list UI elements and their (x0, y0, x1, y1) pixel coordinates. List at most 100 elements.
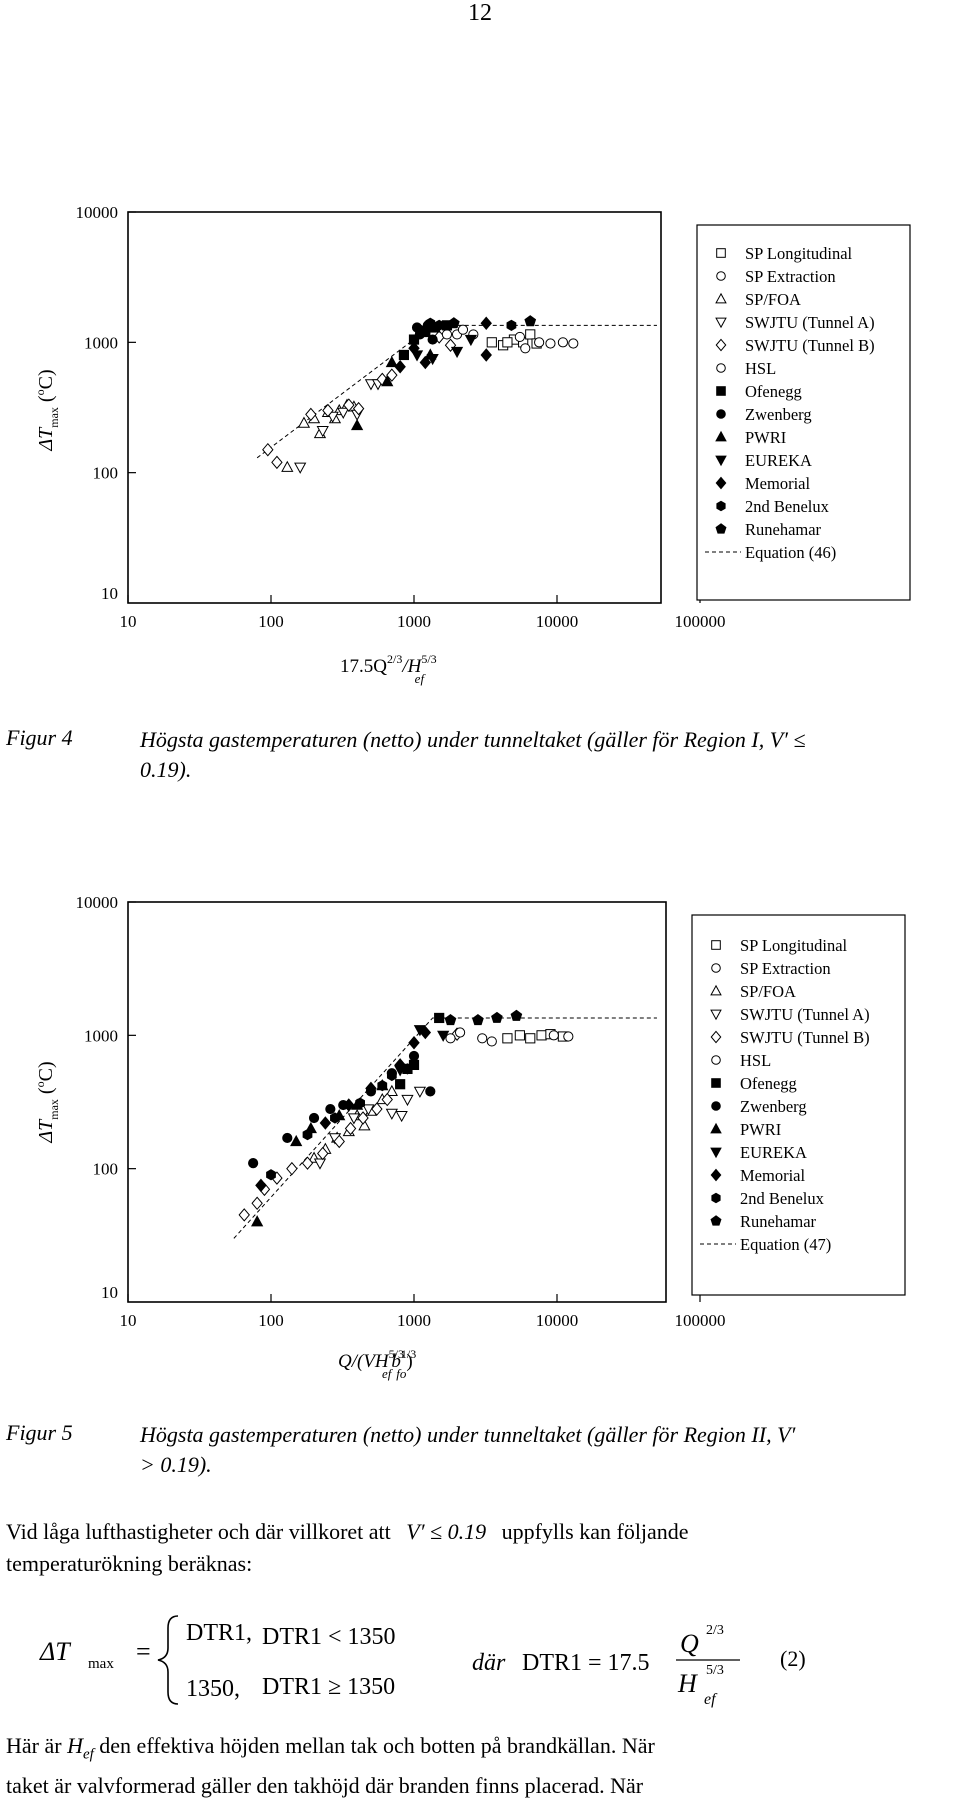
x-tick-label: 10000 (536, 612, 579, 631)
legend-item: SP Longitudinal (745, 244, 853, 263)
eq-lhs-sub: max (88, 1656, 114, 1672)
x-tick-label: 1000 (397, 612, 431, 631)
data-point (502, 337, 513, 348)
data-point (457, 324, 469, 335)
legend-marker (711, 1192, 721, 1204)
legend-item: Zwenberg (745, 405, 812, 424)
legend-marker (710, 984, 722, 996)
data-point (281, 460, 294, 472)
data-point (316, 426, 329, 438)
data-point (385, 1108, 398, 1120)
legend-marker (715, 292, 727, 304)
legend-item: 2nd Benelux (740, 1189, 825, 1208)
legend-marker (715, 455, 727, 467)
y-axis-label: ΔTmax (oC) (33, 1061, 61, 1143)
data-point (343, 398, 355, 412)
data-point (381, 1092, 393, 1107)
data-point (434, 319, 445, 331)
legend-box (696, 224, 911, 601)
data-point (545, 338, 556, 349)
data-point (415, 324, 425, 336)
y-tick-label: 10 (101, 584, 118, 603)
data-point (510, 1009, 523, 1021)
data-point (271, 455, 283, 470)
data-point (282, 1132, 293, 1144)
data-point (255, 1178, 267, 1193)
data-point (398, 349, 410, 361)
figure-5-caption-line1: Högsta gastemperaturen (netto) under tun… (140, 1422, 796, 1447)
y-tick-label: 1000 (84, 1026, 118, 1045)
legend-item: Runehamar (745, 520, 822, 539)
series-hexagon-filled (415, 317, 517, 336)
legend-marker (711, 1101, 721, 1111)
y-axis-label: ΔTmax (oC) (33, 369, 61, 451)
legend-item: HSL (740, 1051, 771, 1070)
legend-marker (710, 1122, 722, 1134)
legend-equation-label: Equation (47) (740, 1235, 831, 1254)
paragraph-2-line1-b: den effektiva höjden mellan tak och bott… (93, 1733, 655, 1758)
data-point (524, 315, 537, 327)
y-tick-label: 10 (101, 1283, 118, 1302)
legend-item: SWJTU (Tunnel A) (740, 1005, 870, 1024)
data-point (563, 1031, 574, 1042)
eq-case2-value: 1350, (186, 1676, 240, 1702)
data-point (520, 343, 531, 354)
x-tick-label: 1000 (397, 1311, 431, 1330)
x-tick-label: 100000 (675, 612, 726, 631)
data-point (297, 416, 311, 428)
data-point (548, 1030, 559, 1041)
data-point (408, 341, 420, 356)
legend-item: 2nd Benelux (745, 497, 830, 516)
data-point (326, 411, 339, 424)
series-diamond-open (238, 1027, 463, 1222)
x-tick-label: 10000 (536, 1311, 579, 1330)
legend-marker (716, 363, 726, 373)
eq-case1-condition: DTR1 < 1350 (262, 1624, 396, 1650)
eq-equals: = (136, 1637, 151, 1666)
data-point (344, 1121, 357, 1136)
y-tick-label: 100 (93, 464, 119, 483)
data-point (502, 1033, 513, 1044)
eq-brace (157, 1615, 179, 1705)
figure-4-caption-line1: Högsta gastemperaturen (netto) under tun… (140, 727, 806, 752)
eq-denominator-exp: 5/3 (706, 1663, 724, 1678)
paragraph-1-line2: temperaturökning beräknas: (6, 1551, 253, 1576)
figure-4-chart: 10 100 1000 10000 100000 10 100 1000 10000 ΔTmax … (33, 203, 911, 686)
page-number: 12 (468, 0, 492, 26)
legend-marker (716, 271, 726, 281)
svg-text:ΔTmax (oC): ΔTmax (oC) (33, 1061, 61, 1143)
data-point (350, 418, 364, 431)
legend-item: SWJTU (Tunnel A) (745, 313, 875, 332)
y-tick-label: 10000 (76, 893, 119, 912)
data-point (248, 1158, 259, 1169)
data-point (319, 1116, 332, 1130)
data-point (385, 1084, 398, 1097)
data-point (477, 1033, 488, 1044)
legend-item: Runehamar (740, 1212, 817, 1231)
figure-4-caption-text: Högsta gastemperaturen (netto) under tun… (140, 725, 950, 785)
data-point (290, 1134, 303, 1147)
data-point (425, 1086, 436, 1097)
data-point (347, 1113, 361, 1125)
data-point (362, 1104, 375, 1116)
data-point (408, 1035, 420, 1050)
legend-item: HSL (745, 359, 776, 378)
data-point (325, 1103, 336, 1115)
legend-item: Ofenegg (740, 1074, 797, 1093)
data-point (395, 1079, 406, 1090)
eq-number: (2) (780, 1646, 806, 1671)
data-point (454, 1027, 466, 1038)
data-point (262, 442, 274, 457)
legend-marker (710, 1009, 722, 1021)
series-circle-open (451, 329, 579, 354)
data-point (534, 337, 545, 348)
paragraph-2-line1-a: Här är (6, 1733, 62, 1758)
paragraph-1: Vid låga lufthastigheter och där villkor… (6, 1516, 956, 1580)
legend-marker (716, 248, 726, 258)
data-point (486, 1036, 497, 1047)
eq-case1-value: DTR1, (186, 1620, 252, 1646)
equation-2: ΔT max = DTR1, DTR1 < 1350 1350, DTR1 ≥ … (39, 1615, 806, 1708)
data-point (419, 1025, 432, 1040)
x-tick-label: 10 (120, 612, 137, 631)
data-point (413, 1086, 427, 1098)
